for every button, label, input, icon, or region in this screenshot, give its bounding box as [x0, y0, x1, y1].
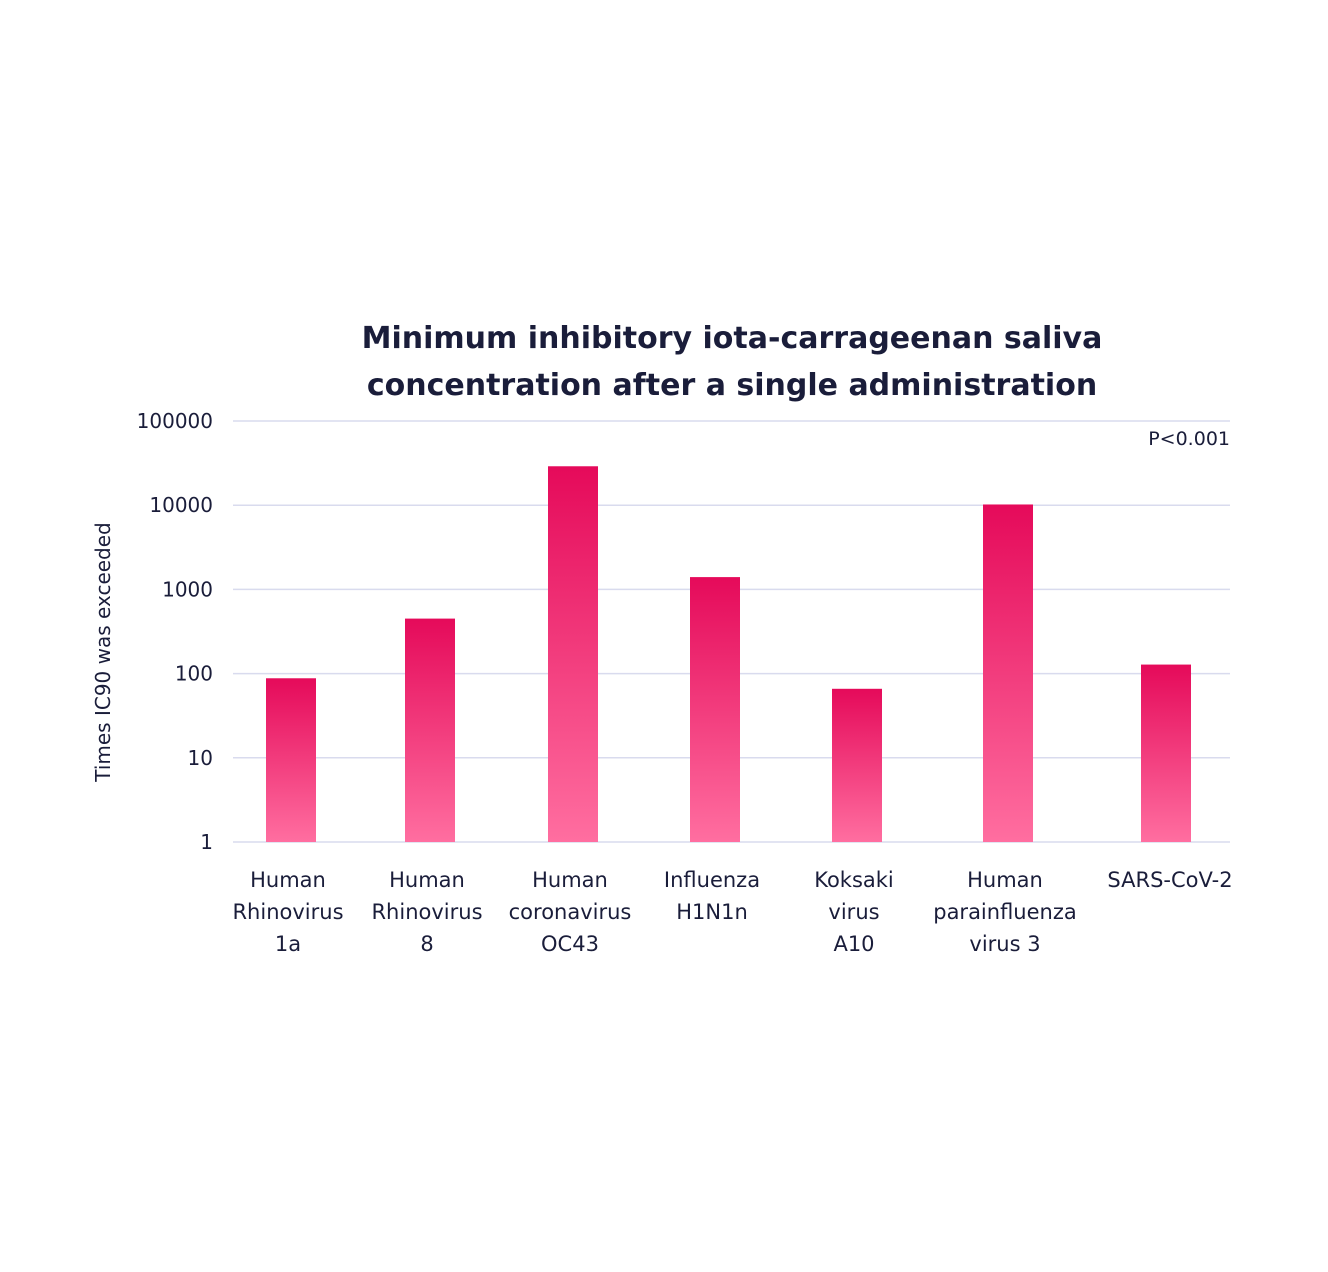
x-category-label: Human: [389, 868, 465, 892]
x-category-label: Rhinovirus: [232, 900, 343, 924]
bar: [405, 618, 455, 842]
x-category-label: parainfluenza: [933, 900, 1077, 924]
x-category-label: 1a: [275, 932, 301, 956]
x-category-label: SARS-CoV-2: [1107, 868, 1232, 892]
y-tick-label: 1000: [162, 577, 213, 601]
x-category-label: Human: [250, 868, 326, 892]
bars: [266, 466, 1191, 842]
bar: [1141, 664, 1191, 842]
x-category-label: Influenza: [664, 868, 760, 892]
x-category-label: coronavirus: [509, 900, 632, 924]
x-axis-categories: Human Rhinovirus 1a Human Rhinovirus 8 Human co…: [232, 868, 1232, 956]
y-axis-ticks: 1 10 100 1000 10000 100000: [137, 409, 213, 854]
x-category-label: virus: [828, 900, 879, 924]
y-tick-label: 1: [200, 830, 213, 854]
y-tick-label: 10: [188, 746, 213, 770]
x-category-label: A10: [833, 932, 874, 956]
x-category-label: OC43: [541, 932, 599, 956]
x-category-label: Rhinovirus: [371, 900, 482, 924]
bar: [690, 577, 740, 842]
x-category-label: virus 3: [969, 932, 1040, 956]
bar: [266, 678, 316, 842]
chart-title-line: Minimum inhibitory iota-carrageenan sali…: [362, 321, 1103, 356]
bar: [548, 466, 598, 842]
y-tick-label: 100: [175, 662, 213, 686]
y-axis-label: Times IC90 was exceeded: [91, 522, 115, 783]
y-tick-label: 100000: [137, 409, 213, 433]
chart-title-line: concentration after a single administrat…: [367, 368, 1097, 403]
y-tick-label: 10000: [149, 493, 213, 517]
x-category-label: Human: [967, 868, 1043, 892]
bar: [983, 504, 1033, 842]
significance-annotation: P<0.001: [1148, 428, 1230, 450]
x-category-label: Koksaki: [814, 868, 894, 892]
x-category-label: 8: [420, 932, 433, 956]
bar: [832, 688, 882, 842]
x-category-label: H1N1n: [676, 900, 748, 924]
chart-title: Minimum inhibitory iota-carrageenan sali…: [362, 321, 1103, 403]
x-category-label: Human: [532, 868, 608, 892]
